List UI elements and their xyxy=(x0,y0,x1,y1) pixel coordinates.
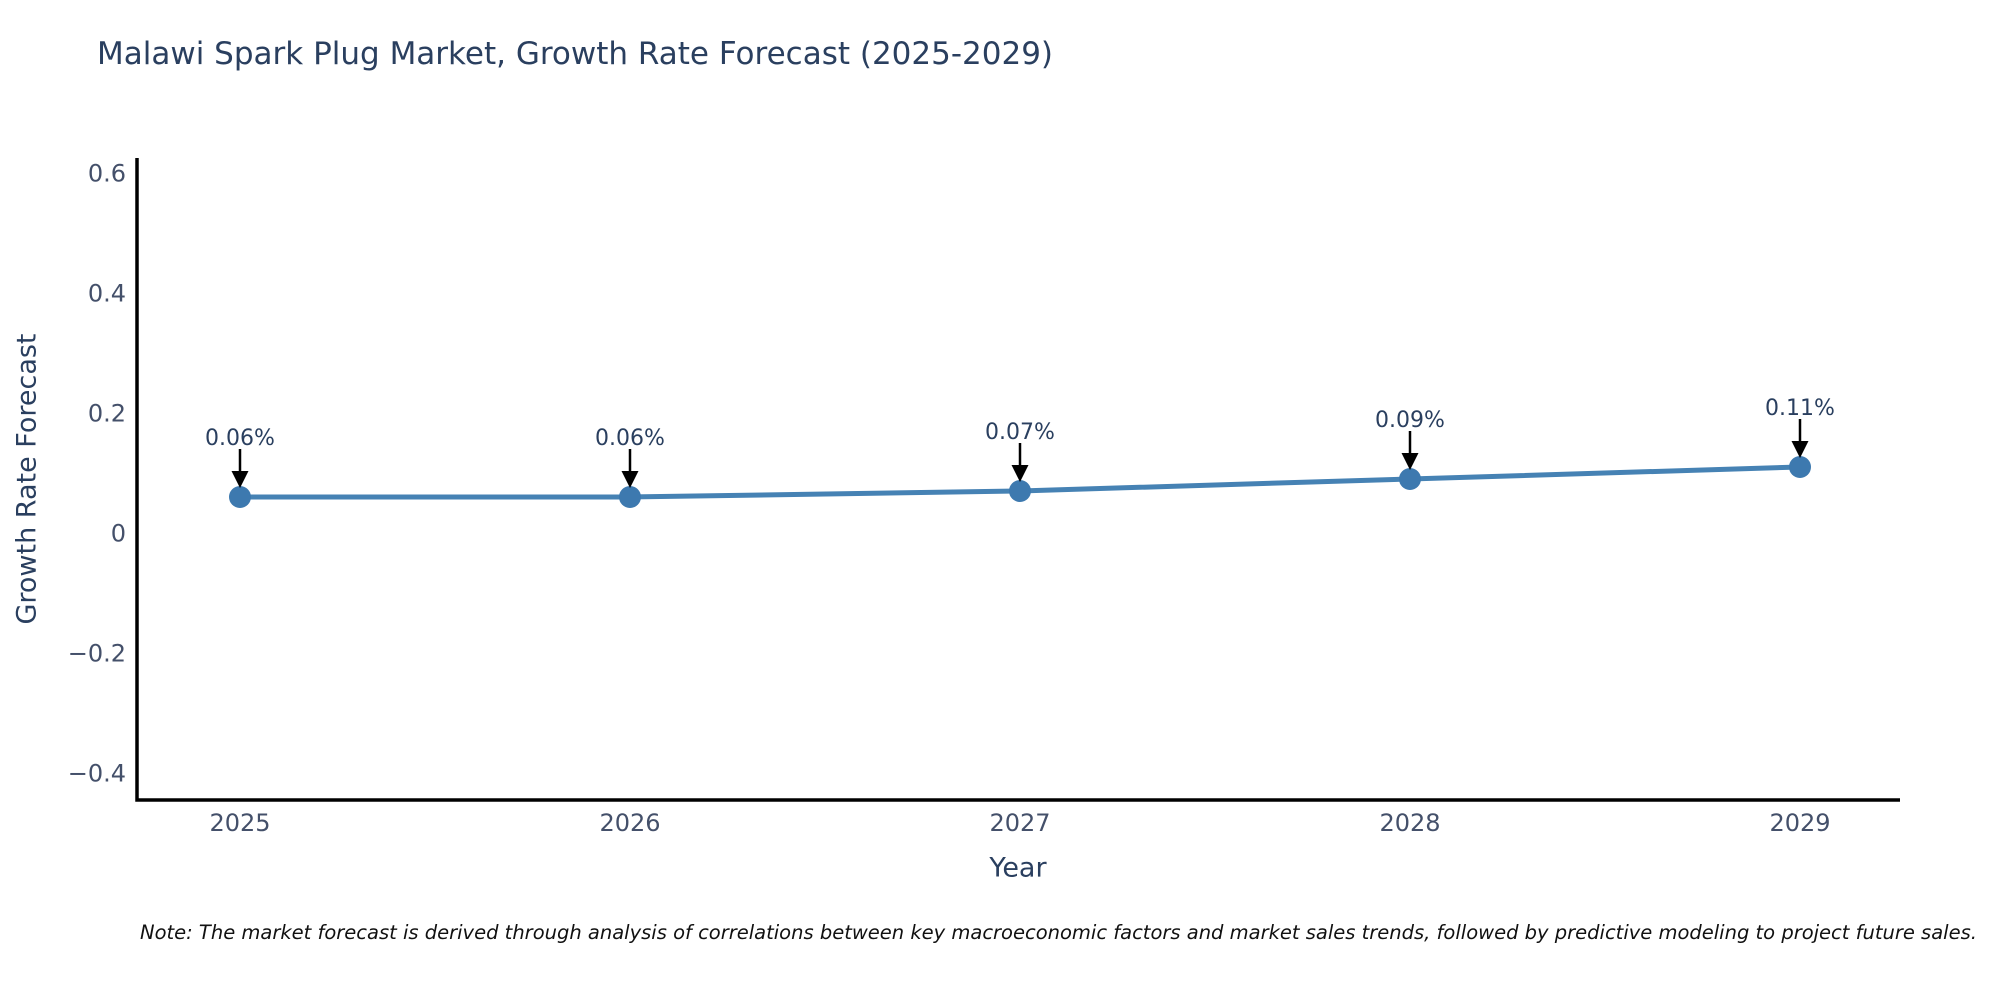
annotation-arrowhead-icon xyxy=(1401,453,1419,470)
x-tick-label: 2027 xyxy=(989,809,1050,837)
annotation-label: 0.06% xyxy=(595,426,665,451)
annotation-label: 0.07% xyxy=(985,420,1055,445)
y-tick-label: 0 xyxy=(111,520,126,548)
annotation-arrowhead-icon xyxy=(231,471,249,488)
y-tick-label: 0.6 xyxy=(88,160,126,188)
y-axis-title: Growth Rate Forecast xyxy=(11,333,43,625)
axis-lines xyxy=(135,158,1900,802)
y-tick-label: 0.4 xyxy=(88,280,126,308)
x-tick-label: 2025 xyxy=(209,809,270,837)
annotation-arrowhead-icon xyxy=(1011,465,1029,482)
x-tick-label: 2026 xyxy=(599,809,660,837)
annotation-label: 0.11% xyxy=(1765,396,1835,421)
annotation-arrowhead-icon xyxy=(1791,441,1809,458)
x-tick-label: 2028 xyxy=(1379,809,1440,837)
chart-title: Malawi Spark Plug Market, Growth Rate Fo… xyxy=(97,36,1054,72)
annotation-label: 0.06% xyxy=(205,426,275,451)
annotation-label: 0.09% xyxy=(1375,408,1445,433)
footnote: Note: The market forecast is derived thr… xyxy=(140,921,1977,944)
y-tick-label: 0.2 xyxy=(88,400,126,428)
x-axis-title: Year xyxy=(989,852,1047,884)
y-tick-label: −0.4 xyxy=(68,760,126,788)
data-point xyxy=(1789,456,1811,478)
data-point xyxy=(1009,480,1031,502)
y-tick-label: −0.2 xyxy=(68,640,126,668)
x-tick-label: 2029 xyxy=(1769,809,1830,837)
data-point xyxy=(229,486,251,508)
data-point xyxy=(1399,468,1421,490)
data-point xyxy=(619,486,641,508)
annotation-arrowhead-icon xyxy=(621,471,639,488)
